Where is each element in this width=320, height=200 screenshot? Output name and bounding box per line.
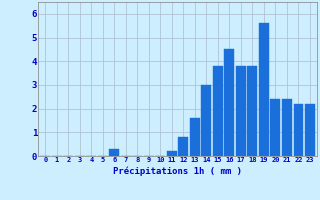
Bar — [259, 23, 269, 156]
Bar — [179, 137, 188, 156]
Bar — [109, 149, 119, 156]
Bar — [190, 118, 200, 156]
Bar — [224, 49, 234, 156]
Bar — [247, 66, 257, 156]
Bar — [202, 85, 211, 156]
Bar — [167, 151, 177, 156]
Bar — [270, 99, 280, 156]
X-axis label: Précipitations 1h ( mm ): Précipitations 1h ( mm ) — [113, 166, 242, 176]
Bar — [305, 104, 315, 156]
Bar — [282, 99, 292, 156]
Bar — [236, 66, 246, 156]
Bar — [213, 66, 223, 156]
Bar — [293, 104, 303, 156]
